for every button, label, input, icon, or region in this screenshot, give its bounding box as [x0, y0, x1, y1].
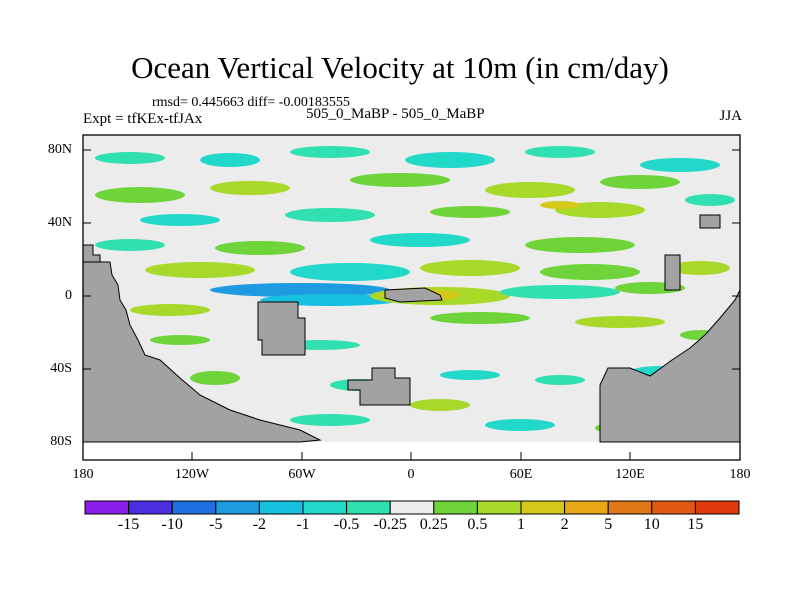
colorbar-label: 15 — [687, 516, 704, 533]
x-axis-ticks — [82, 452, 741, 460]
colorbar-box — [302, 500, 348, 515]
colorbar-box — [84, 500, 130, 515]
colorbar-box — [128, 500, 173, 515]
colorbar-box — [651, 500, 696, 515]
x-tick-label: 60W — [288, 467, 316, 482]
y-tick-label: 0 — [65, 288, 72, 303]
colorbar-label: 0.5 — [467, 516, 488, 533]
season-label: JJA — [719, 108, 742, 124]
colorbar-label: 10 — [643, 516, 660, 533]
land-masks — [83, 214, 740, 443]
colorbar-box — [215, 500, 260, 515]
missing-data-region — [83, 442, 740, 460]
x-tick-label: 0 — [407, 467, 415, 482]
x-tick-label: 120E — [615, 467, 645, 482]
colorbar-box — [171, 500, 217, 515]
stats-line: rmsd= 0.445663 diff= -0.00183555 — [152, 95, 350, 110]
colorbar-label: 0.25 — [419, 516, 448, 533]
y-tick-label: 80N — [47, 142, 72, 157]
colorbar-label: -0.5 — [333, 516, 360, 533]
y-tick-label: 40N — [47, 215, 72, 230]
colorbar-box — [389, 500, 435, 515]
map-field — [83, 135, 740, 460]
colorbar-box — [346, 500, 391, 515]
colorbar-box — [564, 500, 609, 515]
case-label: 505_0_MaBP - 505_0_MaBP — [306, 106, 485, 122]
colorbar-box — [607, 500, 653, 515]
colorbar-box — [476, 500, 522, 515]
colorbar-box — [433, 500, 478, 515]
colorbar-label: 1 — [517, 516, 525, 533]
colorbar-label: -2 — [252, 516, 267, 533]
y-tick-label: 80S — [50, 434, 72, 449]
colorbar-label: 2 — [560, 516, 569, 533]
x-tick-label: 180 — [729, 467, 751, 482]
x-tick-label: 60E — [509, 467, 533, 482]
colorbar-label: -0.25 — [373, 516, 407, 533]
y-tick-label: 40S — [50, 361, 72, 376]
colorbar-box — [258, 500, 304, 515]
plot-title: Ocean Vertical Velocity at 10m (in cm/da… — [131, 50, 669, 85]
colorbar-label: -5 — [209, 516, 223, 533]
colorbar-box — [694, 500, 740, 515]
colorbar-label: -1 — [296, 516, 310, 533]
x-tick-label: 120W — [174, 467, 210, 482]
y-axis-ticks — [83, 149, 740, 443]
colorbar-box — [520, 500, 566, 515]
colorbar — [84, 500, 740, 515]
colorbar-label: -15 — [117, 516, 140, 533]
colorbar-label: 5 — [604, 516, 613, 533]
contours-northern-band — [95, 146, 735, 255]
experiment-label: Expt = tfKEx-tfJAx — [83, 111, 203, 127]
colorbar-label: -10 — [161, 516, 183, 533]
x-tick-label: 180 — [72, 467, 94, 482]
